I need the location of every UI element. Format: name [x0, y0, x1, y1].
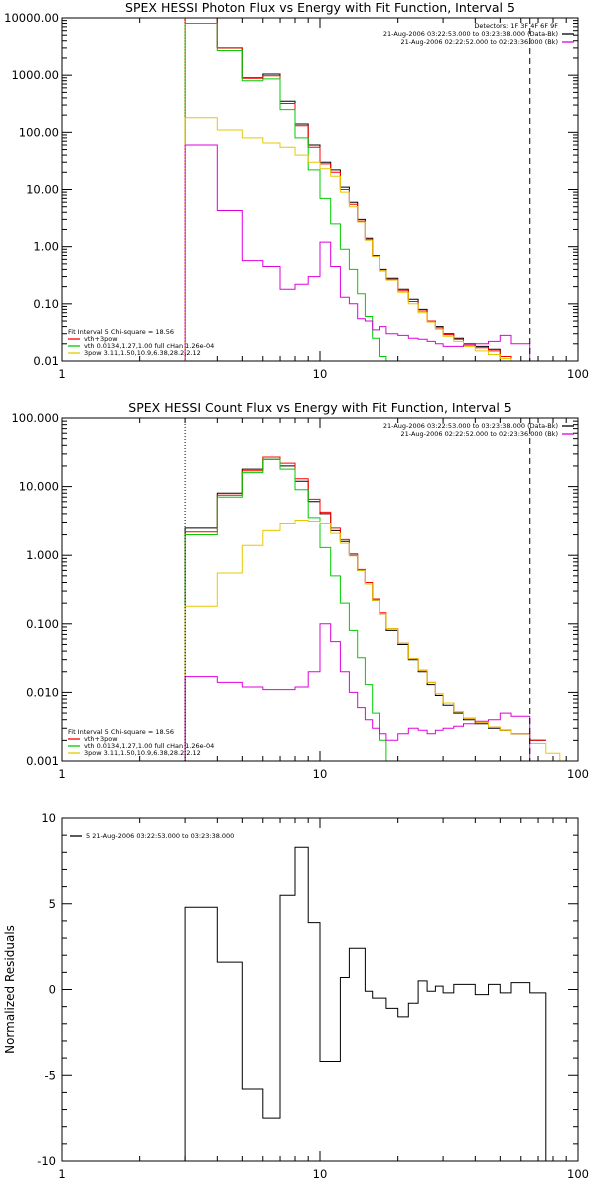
- chart-title: SPEX HESSI Count Flux vs Energy with Fit…: [128, 400, 511, 415]
- legend-entry: vth 0.0134,1.27,1.00 full cHan 1.26e-04: [84, 342, 214, 350]
- legend-entry: 3pow 3.11,1.50,10.9,6.38,28.2,2.12: [84, 749, 201, 757]
- x-tick-label: 100: [567, 1167, 589, 1181]
- x-tick-label: 10: [313, 1167, 328, 1181]
- y-tick-label: 0: [49, 983, 56, 997]
- y-tick-label: 0.010: [26, 685, 59, 699]
- y-tick-label: 1.000: [26, 548, 59, 562]
- legend-entry: 5 21-Aug-2006 03:22:53.000 to 03:23:38.0…: [86, 832, 234, 840]
- x-tick-label: 1: [58, 1167, 65, 1181]
- y-tick-label: 10: [41, 811, 56, 825]
- legend-entry: vth+3pow: [84, 735, 118, 743]
- legend-entry: Detectors: 1F 3F 4F 6F 9F: [474, 22, 558, 30]
- legend-bottom-left: Fit Interval 5 Chi-square = 18.56vth+3po…: [68, 728, 214, 757]
- x-axis-ticks: 1 10 100: [58, 18, 589, 381]
- legend-entry: 21-Aug-2006 03:22:53.000 to 03:23:38.000…: [383, 422, 558, 430]
- y-tick-label: 1000.00: [11, 68, 59, 82]
- legend-bottom-left: Fit Interval 5 Chi-square = 18.56vth+3po…: [68, 328, 214, 357]
- y-tick-label: 10.00: [26, 183, 59, 197]
- plot-frame: [61, 17, 579, 362]
- series-line-yellow: [184, 117, 560, 361]
- legend-entry: 21-Aug-2006 03:22:53.000 to 03:23:38.000…: [383, 30, 558, 38]
- legend-entry: 21-Aug-2006 02:22:52.000 to 02:23:36.000…: [401, 430, 558, 438]
- series-group: [184, 846, 547, 1161]
- chart-panel-2: SPEX HESSI Count Flux vs Energy with Fit…: [11, 400, 589, 781]
- y-tick-label: 100.00: [19, 125, 59, 139]
- series-line-black: [184, 846, 547, 1161]
- legend-entry: Fit Interval 5 Chi-square = 18.56: [68, 328, 174, 336]
- plot-frame: [61, 817, 579, 1162]
- y-tick-label: 0.001: [26, 754, 59, 768]
- plot-frame: [61, 417, 579, 762]
- y-tick-label: 0.100: [26, 617, 59, 631]
- x-tick-label: 10: [313, 767, 328, 781]
- y-tick-label: -10: [37, 1154, 56, 1168]
- x-axis-ticks: 1 10 100: [58, 418, 589, 781]
- y-tick-label: -5: [45, 1068, 56, 1082]
- series-line-yellow: [184, 520, 573, 761]
- y-tick-label: 5: [49, 897, 56, 911]
- legend-top-left: 5 21-Aug-2006 03:22:53.000 to 03:23:38.0…: [70, 832, 234, 840]
- x-tick-label: 100: [567, 767, 589, 781]
- y-tick-label: 10000.00: [4, 11, 59, 25]
- y-axis-ticks: -10 -5 0 5 10: [37, 811, 578, 1168]
- legend-top-right: 21-Aug-2006 03:22:53.000 to 03:23:38.000…: [383, 422, 574, 438]
- x-tick-label: 100: [567, 367, 589, 381]
- y-axis-ticks: 0.01 0.10 1.00 10.00 100.00 1000.00 10000.00: [4, 11, 578, 368]
- chart-panel-1: SPEX HESSI Photon Flux vs Energy with Fi…: [4, 0, 589, 381]
- x-tick-label: 1: [58, 767, 65, 781]
- y-tick-label: 100.000: [11, 411, 59, 425]
- x-axis-ticks: 1 10 100: [58, 818, 589, 1181]
- y-tick-label: 10.000: [19, 480, 59, 494]
- y-axis-label: Normalized Residuals: [3, 925, 17, 1054]
- legend-entry: vth 0.0134,1.27,1.00 full cHan 1.26e-04: [84, 742, 214, 750]
- x-tick-label: 1: [58, 367, 65, 381]
- legend-entry: vth+3pow: [84, 335, 118, 343]
- legend-entry: 3pow 3.11,1.50,10.9,6.38,28.2,2.12: [84, 349, 201, 357]
- series-line-green: [184, 458, 392, 761]
- y-tick-label: 0.01: [33, 354, 59, 368]
- legend-entry: Fit Interval 5 Chi-square = 18.56: [68, 728, 174, 736]
- chart-panel-3: 1 10 100 -10 -5 0 5 10 Normalized Residuals 5 21-…: [3, 811, 589, 1181]
- legend-entry: 21-Aug-2006 02:22:52.000 to 02:23:36.000…: [401, 38, 558, 46]
- series-line-magenta: [184, 144, 546, 361]
- series-line-magenta: [184, 623, 546, 761]
- series-group: [184, 18, 560, 361]
- chart-title: SPEX HESSI Photon Flux vs Energy with Fi…: [125, 0, 515, 15]
- y-axis-ticks: 0.001 0.010 0.100 1.000 10.000 100.000: [11, 411, 578, 768]
- y-tick-label: 0.10: [33, 297, 59, 311]
- x-tick-label: 10: [313, 367, 328, 381]
- series-line-green: [184, 23, 409, 361]
- y-tick-label: 1.00: [33, 240, 59, 254]
- series-group: [184, 456, 573, 761]
